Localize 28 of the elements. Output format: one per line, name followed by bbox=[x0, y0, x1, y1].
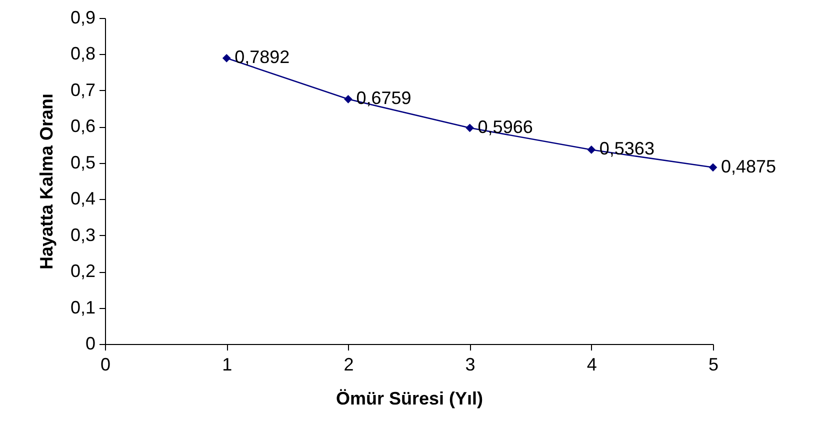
data-label: 0,6759 bbox=[356, 88, 412, 108]
y-tick-label: 0,2 bbox=[70, 261, 96, 282]
data-label: 0,5966 bbox=[478, 116, 533, 137]
y-tick-label: 0,6 bbox=[70, 116, 96, 136]
x-tick-label: 3 bbox=[465, 354, 476, 374]
x-tick-label: 2 bbox=[344, 354, 354, 374]
data-label: 0,7892 bbox=[234, 47, 290, 68]
data-label: 0,4875 bbox=[721, 156, 776, 176]
point bbox=[466, 124, 474, 132]
y-tick-label: 0,7 bbox=[70, 80, 96, 100]
y-tick-label: 0,3 bbox=[70, 224, 96, 245]
x-tick-label: 0 bbox=[100, 354, 111, 374]
point bbox=[587, 146, 596, 154]
x-tick-label: 1 bbox=[222, 354, 232, 374]
y-tick-label: 0,9 bbox=[70, 8, 96, 28]
y-tick-label: 0,1 bbox=[70, 297, 96, 318]
y-axis-title: Hayatta Kalma Oranı bbox=[36, 93, 56, 270]
x-axis-title: Ömür Süresi (Yıl) bbox=[336, 388, 484, 408]
data-label: 0,5363 bbox=[599, 138, 654, 159]
point bbox=[344, 94, 352, 104]
point bbox=[222, 54, 231, 62]
y-tick-label: 0,4 bbox=[70, 188, 96, 209]
y-tick-label: 0 bbox=[85, 334, 96, 354]
x-tick-label: 4 bbox=[586, 354, 597, 374]
x-tick-label: 5 bbox=[708, 354, 719, 374]
y-tick-label: 0,5 bbox=[70, 152, 96, 172]
point bbox=[708, 163, 718, 172]
y-tick-label: 0,8 bbox=[70, 44, 96, 64]
